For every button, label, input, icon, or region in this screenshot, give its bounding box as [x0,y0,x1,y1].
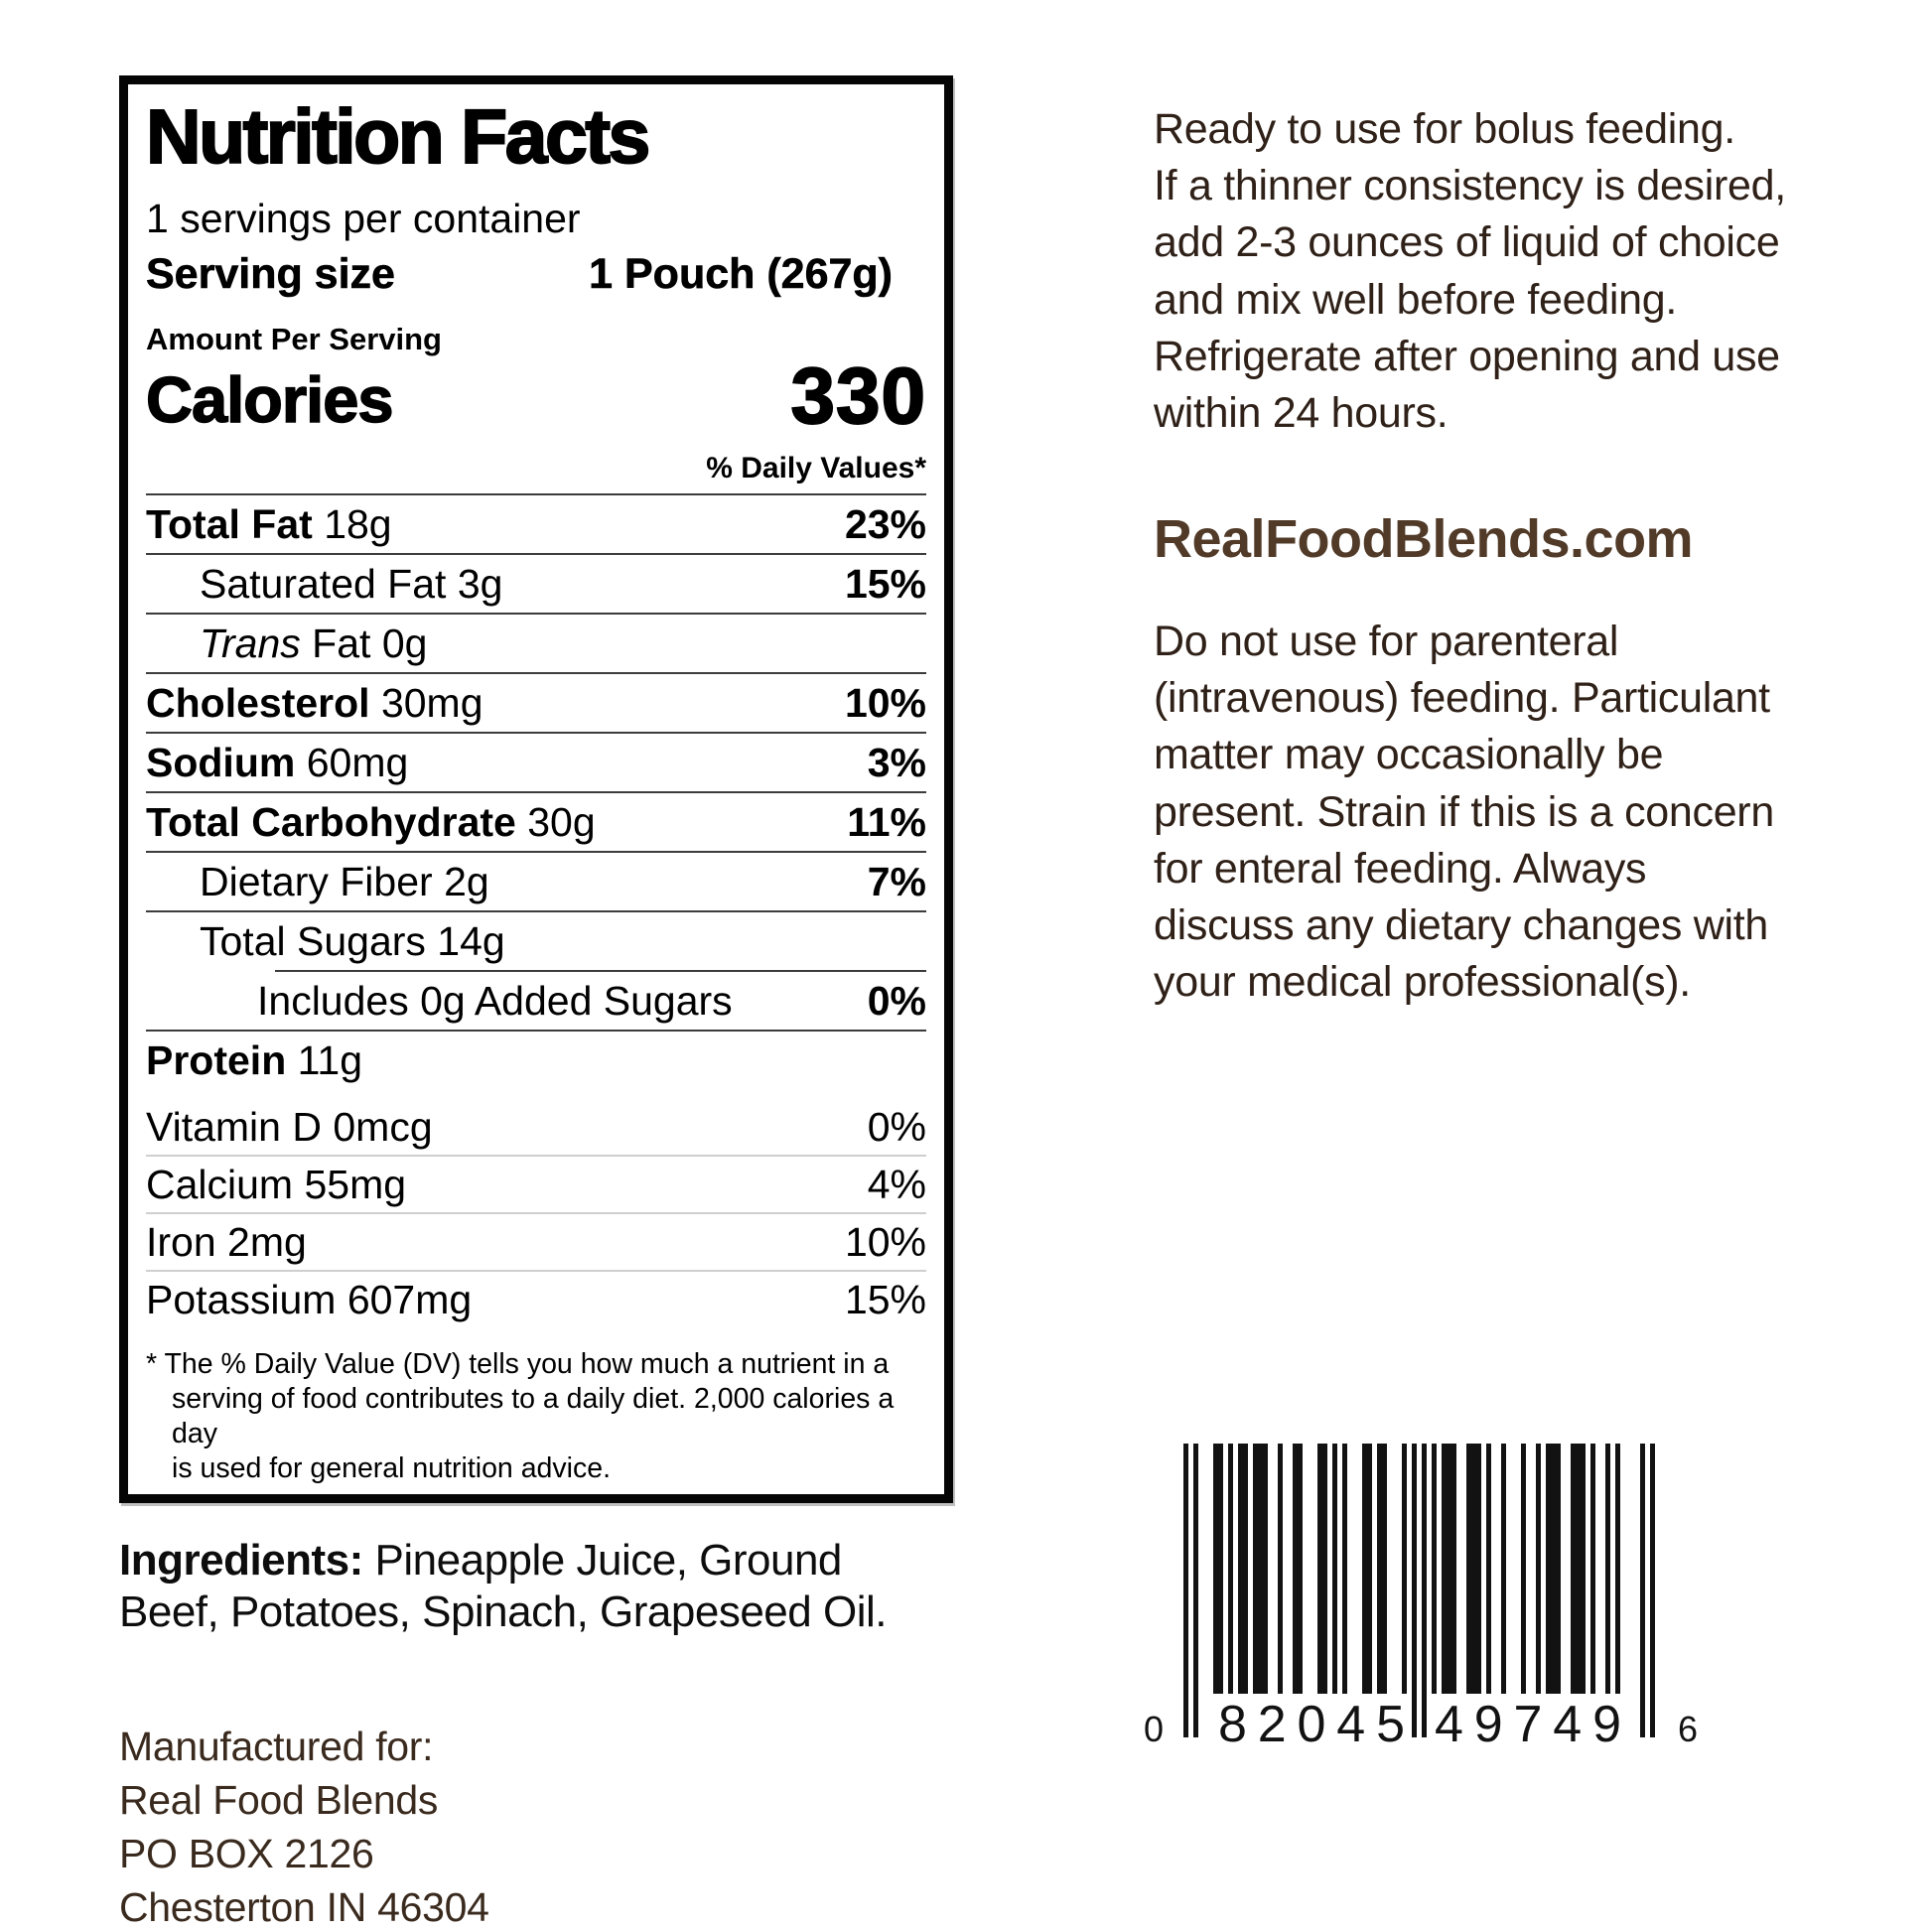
micronutrient-row: Potassium 607mg 15% [146,1272,926,1327]
serving-size-label: Serving size [146,249,396,298]
nutrient-name: Total Carbohydrate 30g [146,798,596,845]
nutrient-name: Cholesterol 30mg [146,679,483,726]
nutrient-name: Dietary Fiber 2g [200,858,489,904]
ingredients-list: Pineapple Juice, Ground Beef, Potatoes, … [119,1536,887,1636]
daily-value-footnote: * The % Daily Value (DV) tells you how m… [146,1348,895,1484]
upc-barcode-graphic: 0 82045 49749 6 [1144,1444,1698,1753]
nutrient-name: Iron 2mg [146,1218,307,1265]
svg-text:49749: 49749 [1435,1696,1621,1753]
nutrient-name: Sodium 60mg [146,739,409,785]
daily-value-percent: 23% [844,500,926,547]
servings-per-container: 1 servings per container [146,195,581,241]
svg-text:6: 6 [1678,1709,1698,1749]
nutrient-name: Vitamin D 0mcg [146,1103,433,1150]
nutrient-name: Total Fat 18g [146,500,392,547]
svg-text:82045: 82045 [1218,1696,1405,1753]
micronutrient-row: Calcium 55mg 4% [146,1157,926,1212]
nutrient-row: Saturated Fat 3g 15% [146,555,926,613]
nutrient-row: Includes 0g Added Sugars 0% [146,972,926,1030]
daily-value-percent: 15% [844,560,926,607]
svg-text:0: 0 [1144,1709,1164,1749]
daily-value-percent: 0% [867,1103,926,1150]
website-url: RealFoodBlends.com [1154,509,1694,569]
amount-per-serving-label: Amount Per Serving [146,322,442,357]
micronutrient-row: Iron 2mg 10% [146,1214,926,1270]
micronutrient-rows: Vitamin D 0mcg 0% Calcium 55mg 4% Iron 2mg 10… [146,1099,926,1327]
ingredients-section: Ingredients: Pineapple Juice, Ground Bee… [119,1535,925,1638]
ingredients-label: Ingredients: [119,1536,363,1585]
usage-instructions: Ready to use for bolus feeding. If a thi… [1154,105,1786,437]
calories-label: Calories [145,362,394,436]
nutrient-row: Dietary Fiber 2g 7% [146,853,926,910]
micronutrient-row: Vitamin D 0mcg 0% [146,1099,926,1155]
nutrient-row: Cholesterol 30mg 10% [146,674,926,732]
nutrient-name: Calcium 55mg [146,1161,407,1207]
nutrient-name: Trans Fat 0g [200,620,428,666]
daily-value-percent: 10% [844,1218,926,1265]
daily-value-percent: 3% [867,739,926,785]
serving-size-row: Serving size 1 Pouch (267g) [146,249,926,299]
daily-value-percent: 4% [867,1161,926,1207]
nutrient-row: Trans Fat 0g [146,615,926,672]
daily-values-header: % Daily Values* [706,452,926,485]
daily-value-percent: 0% [867,977,926,1024]
nutrient-row: Total Sugars 14g [146,912,926,970]
calories-value: 330 [790,351,926,441]
daily-value-percent: 15% [844,1276,926,1322]
nutrient-name: Total Sugars 14g [200,917,505,964]
nutrition-facts-panel: Nutrition Facts 1 servings per container… [119,75,953,1503]
nutrient-row: Total Fat 18g 23% [146,495,926,553]
nutrient-rows: Total Fat 18g 23% Saturated Fat 3g 15% Trans… [146,493,926,1089]
nutrient-name: Includes 0g Added Sugars [257,977,733,1024]
nutrient-name: Potassium 607mg [146,1276,473,1322]
upc-barcode: 0 82045 49749 6 [1138,1438,1714,1753]
nutrient-name: Protein 11g [146,1036,363,1083]
daily-value-percent: 10% [844,679,926,726]
daily-value-percent: 7% [867,858,926,904]
calories-row: Calories 330 [145,351,926,441]
nutrient-row: Protein 11g [146,1032,926,1089]
serving-size-value: 1 Pouch (267g) [589,249,893,298]
nutrition-facts-title: Nutrition Facts [145,94,651,180]
nutrient-name: Saturated Fat 3g [200,560,503,607]
nutrient-row: Total Carbohydrate 30g 11% [146,793,926,851]
manufacturer-info: Manufactured for: Real Food Blends PO BO… [119,1724,489,1931]
daily-value-percent: 11% [847,798,926,845]
warning-text: Do not use for parenteral (intravenous) … [1154,618,1774,1007]
nutrient-row: Sodium 60mg 3% [146,734,926,791]
